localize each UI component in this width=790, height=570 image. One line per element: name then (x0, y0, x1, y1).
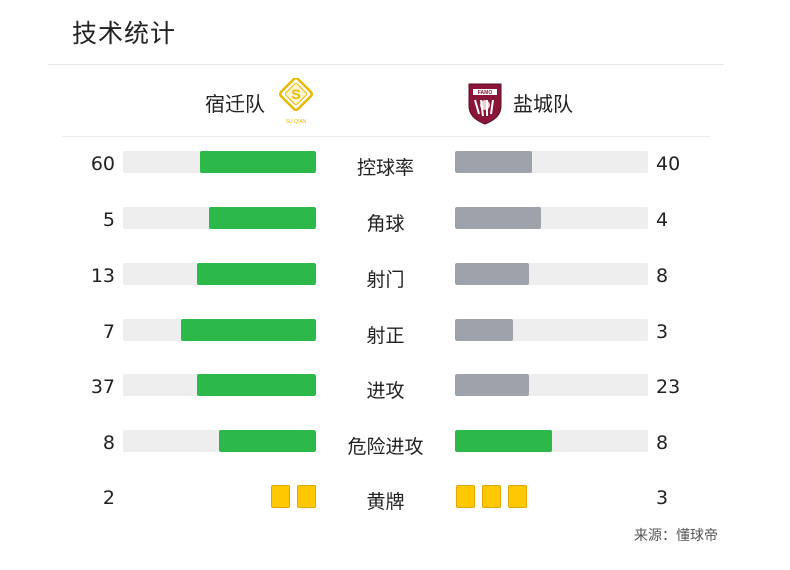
away-stat-value: 8 (656, 265, 669, 287)
yellow-card-icon (482, 485, 501, 508)
away-stat-bar (455, 319, 648, 341)
home-stat-bar (123, 319, 316, 341)
home-stat-bar (123, 374, 316, 396)
yellow-card-label: 黄牌 (366, 491, 405, 513)
away-stat-bar-fill (455, 263, 529, 285)
home-stat-bar-fill (197, 374, 316, 396)
home-stat-bar (123, 207, 316, 229)
home-stat-bar-fill (219, 430, 316, 452)
stat-row: 60 控球率 40 (0, 151, 790, 185)
yellow-card-row: 2 黄牌 3 (0, 485, 790, 519)
home-yellow-card-count: 2 (102, 487, 115, 509)
away-stat-value: 8 (656, 432, 669, 454)
home-stat-bar-fill (197, 263, 316, 285)
yellow-card-icon (297, 485, 316, 508)
away-stat-bar-fill (455, 430, 552, 452)
stat-row: 5 角球 4 (0, 207, 790, 241)
header-divider (62, 136, 710, 137)
away-team-name: 盐城队 (513, 92, 573, 116)
home-yellow-cards (271, 485, 316, 509)
home-stat-value: 13 (90, 265, 115, 287)
home-stat-value: 37 (90, 376, 115, 398)
stat-label: 角球 (366, 213, 405, 235)
away-stat-bar-fill (455, 374, 529, 396)
suqian-logo-icon: S SU QIAN (279, 77, 313, 125)
away-stat-value: 23 (656, 376, 681, 398)
home-stat-bar-fill (181, 319, 316, 341)
stat-label: 进攻 (366, 380, 405, 402)
stat-label: 控球率 (356, 157, 414, 179)
source-credit: 来源：懂球帝 (634, 528, 718, 544)
stat-row: 8 危险进攻 8 (0, 430, 790, 464)
home-stat-bar-fill (200, 151, 316, 173)
home-stat-value: 5 (102, 209, 115, 231)
title-divider (48, 64, 724, 65)
away-stat-bar (455, 263, 648, 285)
home-stat-bar (123, 151, 316, 173)
yellow-card-icon (271, 485, 290, 508)
yancheng-logo-icon: FAMO (468, 83, 502, 125)
home-stat-value: 7 (102, 321, 115, 343)
away-stat-value: 4 (656, 209, 669, 231)
away-stat-bar (455, 430, 648, 452)
home-stat-value: 8 (102, 432, 115, 454)
home-team-name: 宿迁队 (205, 92, 265, 116)
stat-label: 危险进攻 (347, 436, 424, 458)
home-stat-value: 60 (90, 153, 115, 175)
away-yellow-card-count: 3 (656, 487, 669, 509)
away-team-logo: FAMO (465, 80, 505, 126)
away-stat-bar (455, 207, 648, 229)
yellow-card-icon (456, 485, 475, 508)
yellow-card-icon (508, 485, 527, 508)
away-stat-bar (455, 374, 648, 396)
home-stat-bar (123, 263, 316, 285)
stat-row: 7 射正 3 (0, 319, 790, 353)
svg-text:S: S (291, 86, 300, 102)
away-stat-bar-fill (455, 319, 513, 341)
away-stat-value: 40 (656, 153, 681, 175)
away-stat-value: 3 (656, 321, 669, 343)
away-yellow-cards (456, 485, 527, 509)
home-team-logo: S SU QIAN (276, 77, 316, 126)
away-stat-bar (455, 151, 648, 173)
stat-row: 13 射门 8 (0, 263, 790, 297)
page-title: 技术统计 (72, 19, 177, 48)
stat-label: 射门 (366, 269, 405, 291)
svg-text:SU QIAN: SU QIAN (286, 119, 307, 125)
svg-text:FAMO: FAMO (478, 90, 493, 96)
away-stat-bar-fill (455, 207, 541, 229)
stat-row: 37 进攻 23 (0, 374, 790, 408)
stat-label: 射正 (366, 325, 405, 347)
home-stat-bar (123, 430, 316, 452)
away-stat-bar-fill (455, 151, 532, 173)
home-stat-bar-fill (209, 207, 316, 229)
